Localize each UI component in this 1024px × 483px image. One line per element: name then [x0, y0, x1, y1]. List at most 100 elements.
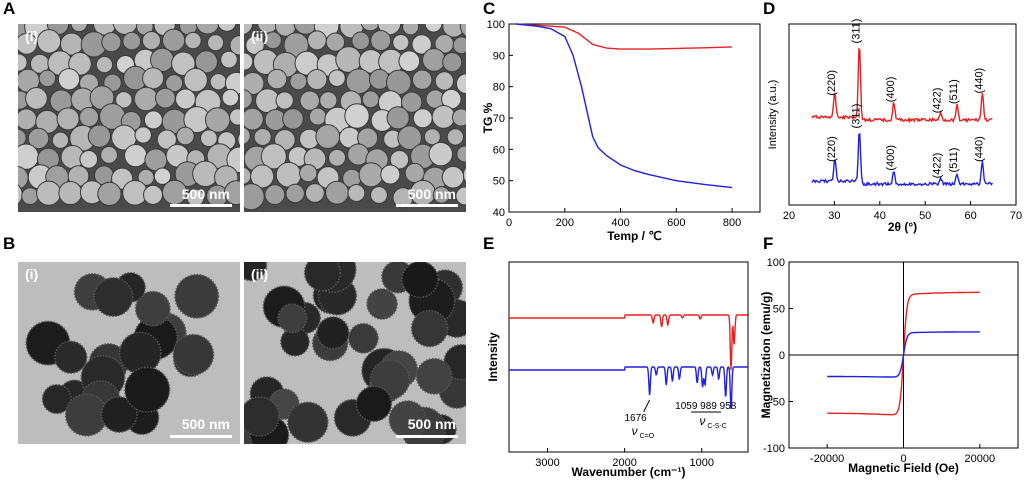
- tga-xlabel: Temp / ℃: [607, 229, 662, 243]
- sem-particle: [244, 89, 253, 110]
- tga-ylabel: TG %: [481, 102, 495, 133]
- ftir-annot-1-sym: ν: [632, 424, 638, 438]
- sem-particle: [134, 126, 152, 144]
- xrd-series-1: [811, 132, 994, 188]
- sem-particle: [183, 67, 208, 93]
- sem-particle: [434, 71, 455, 91]
- tga-series-1: [515, 23, 733, 189]
- tem-texture: [18, 262, 240, 444]
- panel-letter-a: A: [3, 0, 16, 18]
- tem-particle: [388, 400, 427, 439]
- xrd-peak-label: (511): [948, 79, 960, 104]
- ftir-annot-arrow-1: [643, 399, 651, 413]
- sem-particle: [392, 33, 410, 52]
- sem-particle: [25, 87, 48, 110]
- sem-particle: [56, 107, 80, 131]
- sem-particle: [260, 143, 287, 170]
- tga-xtick-label: 400: [611, 217, 629, 229]
- xrd-peak-label: (440): [973, 68, 985, 94]
- tga-xtick-label: 800: [723, 217, 741, 229]
- xrd-axes: [788, 23, 1017, 206]
- sem-particle: [27, 127, 50, 150]
- ftir-annot-2: 1059 989 958: [675, 401, 737, 412]
- vsm-ytick-label: 50: [773, 304, 785, 316]
- sem-texture: [18, 24, 240, 212]
- tem-label-ii: (ii): [251, 266, 269, 282]
- sem-particle: [229, 35, 240, 56]
- panel-letter-e: E: [483, 234, 495, 253]
- sem-scale-text-1: 500 nm: [181, 186, 230, 202]
- sem-particle: [142, 67, 165, 90]
- sem-particle: [380, 164, 401, 185]
- sem-particle: [275, 91, 294, 110]
- tem-particle: [172, 333, 215, 376]
- ftir-ylabel: Intensity: [486, 332, 500, 382]
- sem-particle: [400, 91, 423, 113]
- vsm-xtick-label: -20000: [810, 453, 844, 465]
- panel-letter-c: C: [483, 0, 496, 18]
- sem-particle: [79, 150, 99, 169]
- tem-image-1: (i) 500 nm: [18, 262, 240, 444]
- tga-series-0: [515, 23, 733, 50]
- sem-particle: [370, 186, 388, 204]
- xrd-peak-label: (400): [885, 145, 897, 171]
- sem-particle: [153, 167, 172, 185]
- vsm-xtick-label: 20000: [965, 453, 996, 465]
- sem-particle: [344, 103, 370, 129]
- tem-particle: [54, 340, 88, 374]
- sem-particle: [223, 180, 240, 206]
- sem-particle: [250, 164, 275, 189]
- sem-particle: [452, 36, 466, 55]
- vsm-series-1: [827, 331, 980, 378]
- sem-particle: [87, 124, 112, 148]
- tem-particle: [347, 322, 379, 354]
- tem-particle: [174, 273, 220, 319]
- sem-particle: [221, 88, 240, 107]
- ftir-xtick-label: 1000: [689, 457, 713, 469]
- sem-particle: [462, 166, 466, 184]
- tem-scale-bar-2: [396, 435, 458, 438]
- sem-particle: [357, 127, 379, 149]
- sem-particle: [264, 184, 286, 206]
- sem-particle: [299, 163, 318, 183]
- sem-particle: [176, 126, 195, 146]
- vsm-ylabel: Magnetization (emu/g): [759, 292, 773, 419]
- sem-particle: [285, 183, 305, 204]
- sem-particle: [244, 126, 251, 145]
- sem-label-i: (i): [25, 28, 39, 44]
- xrd-peak-label: (422): [932, 88, 944, 114]
- sem-texture: [244, 24, 466, 212]
- sem-particle: [386, 106, 410, 130]
- sem-particle: [305, 183, 325, 203]
- sem-particle: [456, 145, 466, 163]
- xrd-peak-label: (220): [826, 70, 838, 96]
- sem-particle: [411, 69, 433, 90]
- sem-particle: [370, 30, 392, 52]
- sem-particle: [244, 107, 264, 131]
- ftir-annot-2-sym: ν: [699, 414, 705, 428]
- sem-particle: [244, 24, 254, 36]
- ftir-xtick-label: 3000: [535, 457, 559, 469]
- tga-ytick-label: 70: [493, 113, 505, 125]
- sem-particle: [200, 129, 218, 148]
- tga-xtick-label: 200: [556, 217, 574, 229]
- sem-particle: [319, 91, 338, 110]
- sem-particle: [184, 31, 202, 50]
- sem-particle: [389, 149, 410, 170]
- panel-letter-d: D: [763, 0, 776, 18]
- sem-particle: [194, 50, 218, 74]
- sem-particle: [237, 132, 240, 147]
- tem-particle: [124, 366, 171, 413]
- sem-particle: [253, 127, 272, 146]
- tga-xtick-label: 600: [667, 217, 685, 229]
- sem-particle: [455, 186, 466, 206]
- sem-particle: [101, 32, 122, 53]
- vsm-ytick-label: -50: [769, 397, 785, 409]
- sem-particle: [244, 52, 254, 71]
- sem-particle: [428, 141, 454, 167]
- sem-label-ii: (ii): [251, 28, 269, 44]
- sem-particle: [229, 108, 240, 126]
- tem-particle: [366, 288, 398, 320]
- xrd-peak-label: (422): [932, 153, 944, 179]
